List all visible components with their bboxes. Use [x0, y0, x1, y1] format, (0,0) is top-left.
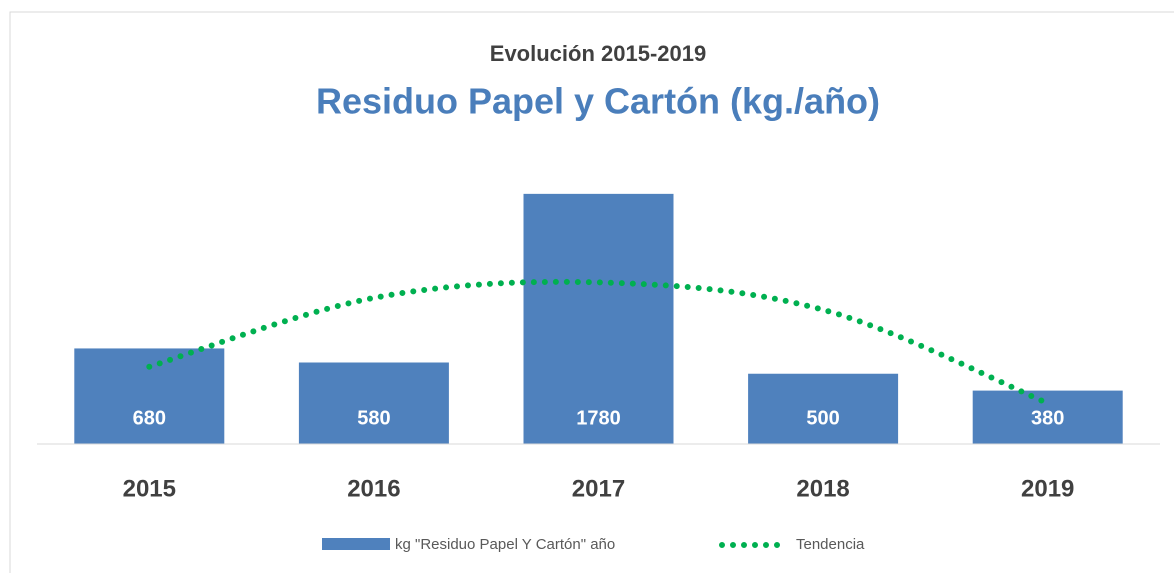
data-label: 680 [133, 407, 166, 429]
x-tick-label: 2016 [347, 475, 400, 502]
bar [298, 362, 449, 444]
chart-subtitle: Residuo Papel y Cartón (kg./año) [316, 81, 880, 122]
bar [748, 373, 899, 444]
legend-swatch [322, 538, 390, 550]
x-tick-label: 2019 [1021, 475, 1074, 502]
x-tick-label: 2017 [572, 475, 625, 502]
trend-line [146, 278, 1051, 407]
bar [972, 390, 1123, 444]
legend-label: Tendencia [796, 536, 865, 553]
chart-title: Evolución 2015-2019 [490, 41, 706, 66]
x-tick-label: 2018 [796, 475, 849, 502]
bar [74, 348, 225, 444]
data-label: 380 [1031, 407, 1064, 429]
legend-label: kg "Residuo Papel Y Cartón" año [395, 536, 615, 553]
data-label: 580 [357, 407, 390, 429]
bar [523, 193, 674, 444]
data-label: 1780 [576, 407, 621, 429]
x-tick-label: 2015 [123, 475, 176, 502]
data-label: 500 [806, 407, 839, 429]
